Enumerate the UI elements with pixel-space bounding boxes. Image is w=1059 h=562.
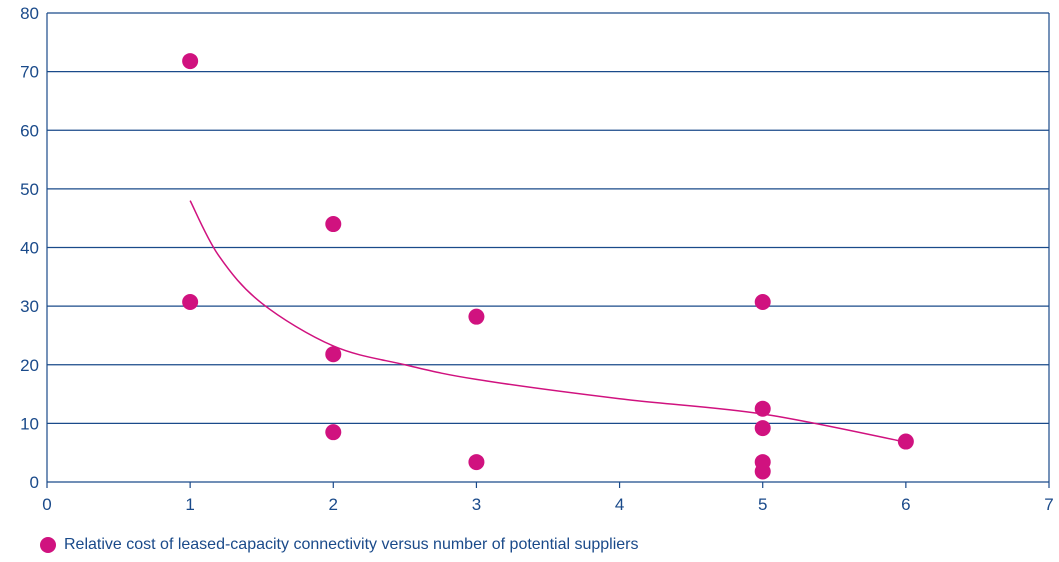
data-point [897,433,914,450]
y-tick-label: 60 [20,121,39,140]
y-tick-label: 50 [20,180,39,199]
legend-label: Relative cost of leased-capacity connect… [64,536,639,553]
data-point [468,308,485,325]
x-tick-labels: 0 1 2 3 4 5 6 7 [42,495,1053,514]
x-tick-label: 3 [472,495,481,514]
data-point [182,53,199,70]
y-tick-label: 70 [20,63,39,82]
data-points [182,53,914,480]
data-point [325,346,342,363]
legend-marker [40,537,56,553]
data-point [325,424,342,441]
data-point [754,420,771,437]
y-tick-label: 30 [20,297,39,316]
data-point [325,216,342,233]
axes [46,13,1050,488]
y-tick-label: 40 [20,239,39,258]
x-tick-label: 0 [42,495,51,514]
x-tick-label: 4 [615,495,624,514]
x-tick-label: 5 [758,495,767,514]
legend: Relative cost of leased-capacity connect… [40,536,639,554]
x-tick-label: 2 [329,495,338,514]
x-tick-label: 1 [185,495,194,514]
data-point [754,294,771,311]
y-tick-label: 0 [30,473,39,492]
data-point [468,454,485,471]
data-point [754,400,771,417]
data-point [754,463,771,480]
trendline-group [189,200,907,443]
data-point [182,294,199,311]
y-tick-labels: 0 10 20 30 40 50 60 70 80 [20,4,39,492]
y-tick-label: 80 [20,4,39,23]
trendline [189,200,907,443]
x-tick-label: 7 [1044,495,1053,514]
x-tick-label: 6 [901,495,910,514]
y-tick-label: 10 [20,414,39,433]
grid-lines [47,12,1049,424]
y-tick-label: 20 [20,356,39,375]
